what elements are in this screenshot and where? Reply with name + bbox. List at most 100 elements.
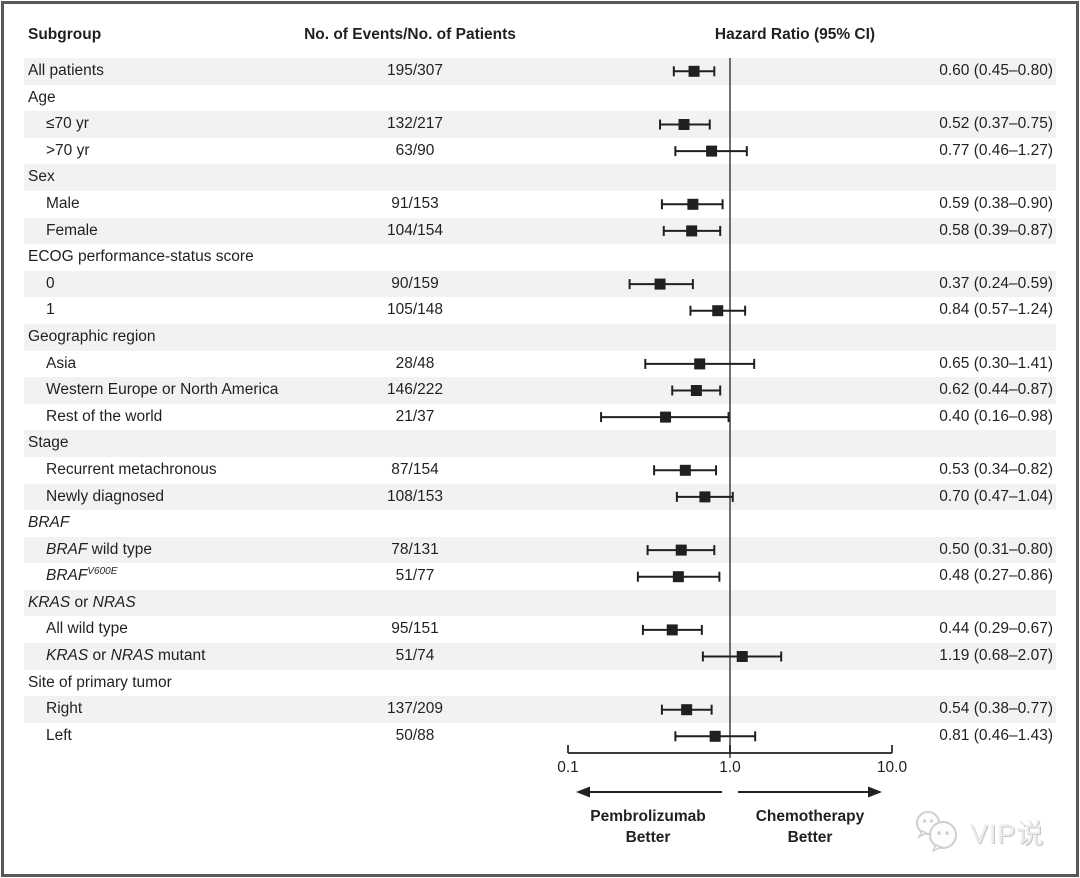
axis-tick-label: 1.0 xyxy=(719,759,741,776)
hazard-ratio-value: 1.19 (0.68–2.07) xyxy=(939,647,1053,665)
table-row: Male 91/153 0.59 (0.38–0.90) xyxy=(24,191,1056,218)
events-patients-count: 104/154 xyxy=(386,221,444,239)
table-row: All patients 195/307 0.60 (0.45–0.80) xyxy=(24,58,1056,85)
events-patients-count: 95/151 xyxy=(391,620,439,638)
subgroup-label: >70 yr xyxy=(46,141,90,159)
table-row: KRAS or NRAS xyxy=(24,589,1056,617)
subgroup-table: All patients 195/307 0.60 (0.45–0.80) Age ≤7… xyxy=(24,58,1056,749)
subgroup-category-label: KRAS or NRAS xyxy=(28,593,136,611)
arrow-left-head xyxy=(576,786,590,798)
events-patients-count: 87/154 xyxy=(391,460,439,478)
events-patients-count: 28/48 xyxy=(395,354,435,372)
events-patients-count: 91/153 xyxy=(391,194,439,212)
hazard-ratio-value: 0.40 (0.16–0.98) xyxy=(939,407,1053,425)
subgroup-label: Rest of the world xyxy=(46,407,163,425)
table-row: Western Europe or North America 146/222 0.… xyxy=(24,377,1056,404)
favors-right-label: Chemotherapy Better xyxy=(700,806,920,848)
subgroup-category-label: BRAF xyxy=(28,514,70,532)
table-row: 0 90/159 0.37 (0.24–0.59) xyxy=(24,270,1056,298)
subgroup-label: Right xyxy=(46,700,83,718)
axis-tick-label: 0.1 xyxy=(557,759,579,776)
subgroup-label: Newly diagnosed xyxy=(46,487,165,505)
favors-left-line1: Pembrolizumab xyxy=(590,808,706,825)
subgroup-label: BRAFV600E xyxy=(46,566,118,585)
events-patients-count: 63/90 xyxy=(395,141,435,159)
subgroup-label: ≤70 yr xyxy=(46,115,89,133)
hazard-ratio-value: 0.70 (0.47–1.04) xyxy=(939,487,1053,505)
subgroup-label: KRAS or NRAS mutant xyxy=(46,647,206,665)
subgroup-label: All wild type xyxy=(46,620,128,638)
hazard-ratio-value: 0.48 (0.27–0.86) xyxy=(939,567,1053,585)
subgroup-label: Western Europe or North America xyxy=(46,381,279,399)
table-row: >70 yr 63/90 0.77 (0.46–1.27) xyxy=(24,138,1056,165)
table-row: Age xyxy=(24,85,1056,112)
favors-right-line2: Better xyxy=(787,829,833,846)
hazard-ratio-value: 0.54 (0.38–0.77) xyxy=(939,700,1053,718)
table-row: BRAF wild type 78/131 0.50 (0.31–0.80) xyxy=(24,536,1056,564)
hazard-ratio-value: 0.44 (0.29–0.67) xyxy=(939,620,1053,638)
events-patients-count: 132/217 xyxy=(386,115,444,133)
watermark-text: VIP说 xyxy=(970,818,1045,849)
axis-tick-label: 10.0 xyxy=(876,759,908,776)
events-patients-count: 146/222 xyxy=(386,381,444,399)
hazard-ratio-value: 0.60 (0.45–0.80) xyxy=(939,62,1053,79)
events-patients-count: 78/131 xyxy=(391,540,439,558)
events-patients-count: 195/307 xyxy=(386,62,444,79)
subgroup-label: All patients xyxy=(28,62,104,79)
table-row: KRAS or NRAS mutant 51/74 1.19 (0.68–2.07) xyxy=(24,643,1056,670)
events-patients-count: 105/148 xyxy=(386,301,444,319)
table-row: Newly diagnosed 108/153 0.70 (0.47–1.04) xyxy=(24,483,1056,511)
table-row: All wild type 95/151 0.44 (0.29–0.67) xyxy=(24,616,1056,643)
events-patients-count: 108/153 xyxy=(386,487,444,505)
hazard-ratio-value: 0.81 (0.46–1.43) xyxy=(939,726,1053,744)
subgroup-category-label: ECOG performance-status score xyxy=(28,248,254,266)
events-patients-count: 90/159 xyxy=(391,274,439,292)
column-header-hazard-ratio: Hazard Ratio (95% CI) xyxy=(714,26,876,43)
events-patients-count: 21/37 xyxy=(395,407,435,425)
table-row: BRAFV600E 51/77 0.48 (0.27–0.86) xyxy=(24,563,1056,590)
table-row: Stage xyxy=(24,430,1056,457)
subgroup-label: Left xyxy=(46,726,72,744)
watermark: VIP说 xyxy=(912,800,1072,862)
events-patients-count: 50/88 xyxy=(395,726,435,744)
table-row: Recurrent metachronous 87/154 0.53 (0.34–0… xyxy=(24,457,1056,484)
favors-left-line2: Better xyxy=(625,829,671,846)
subgroup-label: Female xyxy=(46,221,98,239)
subgroup-category-label: Age xyxy=(28,88,56,106)
table-row: Asia 28/48 0.65 (0.30–1.41) xyxy=(24,351,1056,378)
table-row: 1 105/148 0.84 (0.57–1.24) xyxy=(24,297,1056,324)
subgroup-label: Recurrent metachronous xyxy=(46,460,217,478)
wechat-icon xyxy=(916,811,957,853)
hazard-ratio-value: 0.50 (0.31–0.80) xyxy=(939,540,1053,558)
favors-right-line1: Chemotherapy xyxy=(755,808,865,825)
subgroup-category-label: Sex xyxy=(28,168,55,186)
table-row: BRAF xyxy=(24,510,1056,537)
hazard-ratio-value: 0.59 (0.38–0.90) xyxy=(939,194,1053,212)
subgroup-category-label: Site of primary tumor xyxy=(28,673,172,691)
subgroup-label: Male xyxy=(46,194,80,212)
events-patients-count: 137/209 xyxy=(386,700,444,718)
hazard-ratio-value: 0.53 (0.34–0.82) xyxy=(939,460,1053,478)
subgroup-label: 0 xyxy=(46,274,55,292)
hazard-ratio-value: 0.77 (0.46–1.27) xyxy=(939,141,1053,159)
subgroup-category-label: Stage xyxy=(28,434,69,452)
table-row: ≤70 yr 132/217 0.52 (0.37–0.75) xyxy=(24,111,1056,138)
hazard-ratio-value: 0.65 (0.30–1.41) xyxy=(939,354,1053,372)
table-row: Sex xyxy=(24,164,1056,191)
table-row: Left 50/88 0.81 (0.46–1.43) xyxy=(24,723,1056,750)
table-row: Right 137/209 0.54 (0.38–0.77) xyxy=(24,696,1056,723)
hazard-ratio-value: 0.52 (0.37–0.75) xyxy=(939,115,1053,133)
events-patients-count: 51/77 xyxy=(395,567,435,585)
favors-left-label: Pembrolizumab Better xyxy=(538,806,758,848)
table-row: Geographic region xyxy=(24,323,1056,351)
subgroup-category-label: Geographic region xyxy=(28,327,156,345)
events-patients-count: 51/74 xyxy=(395,647,435,665)
arrow-right-head xyxy=(868,786,882,798)
hazard-ratio-value: 0.37 (0.24–0.59) xyxy=(939,274,1053,292)
table-row: Female 104/154 0.58 (0.39–0.87) xyxy=(24,217,1056,245)
table-row: Rest of the world 21/37 0.40 (0.16–0.98) xyxy=(24,404,1056,431)
column-header-events: No. of Events/No. of Patients xyxy=(304,26,516,43)
subgroup-label: 1 xyxy=(46,301,55,319)
hazard-ratio-value: 0.62 (0.44–0.87) xyxy=(939,381,1053,399)
hazard-ratio-value: 0.84 (0.57–1.24) xyxy=(939,301,1053,319)
